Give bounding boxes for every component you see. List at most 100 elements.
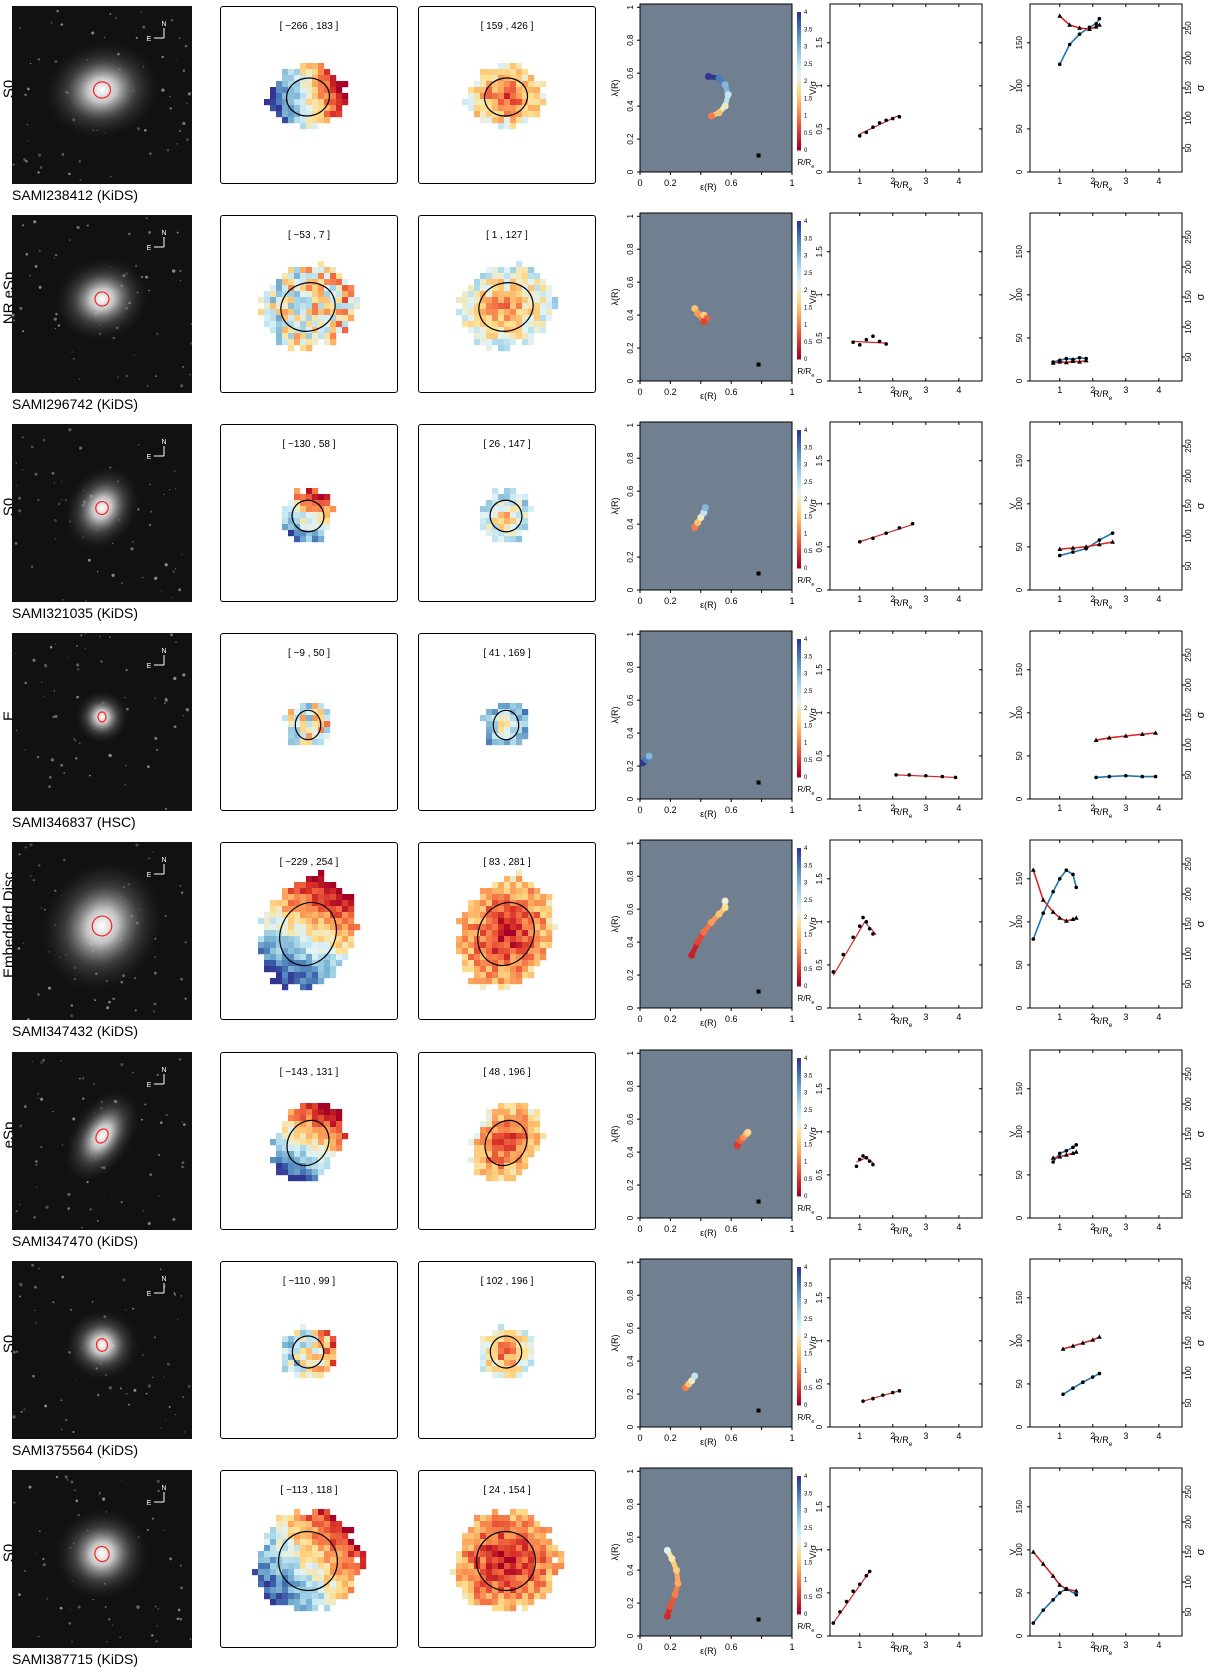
tick-label: 4 xyxy=(1156,1222,1161,1232)
vsigma-axis-label: V/σ xyxy=(808,1126,818,1141)
lambda-point xyxy=(721,897,729,905)
tick-label: 1 xyxy=(804,532,808,538)
tick-label: 0 xyxy=(626,1424,635,1429)
lambda-epsilon-panel: 0 0.2 0.4 0.6 0.8 1 0 0.2 0.6 1 λ(R) ε(R) 0 0.5 1 1.5 2 2… xyxy=(610,3,814,192)
lambda-point xyxy=(645,752,653,760)
vel-map-pixels xyxy=(282,1324,337,1379)
tick-label: 0 xyxy=(637,805,642,815)
tick-label: 4 xyxy=(1156,176,1161,186)
radius-axis-label: R/Re xyxy=(893,1435,913,1448)
tick-label: 250 xyxy=(1184,857,1193,871)
colorbar-label: R/Re xyxy=(798,785,815,797)
tick-label: 0.5 xyxy=(804,967,813,973)
velocity-point xyxy=(1064,1148,1069,1153)
velocity-map: [ −143 , 131 ] xyxy=(220,1051,398,1230)
tick-label: 100 xyxy=(1015,79,1024,93)
tick-label: 50 xyxy=(1184,143,1193,152)
tick-label: 1.5 xyxy=(815,246,824,258)
tick-label: 0.2 xyxy=(626,969,635,981)
tick-label: 1.5 xyxy=(804,305,813,311)
tick-label: 4 xyxy=(1156,1640,1161,1650)
tick-label: 2 xyxy=(890,1640,895,1650)
tick-label: 2 xyxy=(1090,803,1095,813)
velocity-point xyxy=(1097,1371,1102,1375)
galaxy-row: S0 N E SAMI238412 (KiDS)[ −266 , 183 ][ 159… xyxy=(0,0,1214,209)
tick-label: 2 xyxy=(890,1012,895,1022)
sigma-axis-label: σ xyxy=(1195,1339,1207,1346)
dispersion-point xyxy=(1087,26,1092,31)
lambda-axis-label: λ(R) xyxy=(610,1334,620,1351)
tick-label: 2 xyxy=(890,1222,895,1232)
tick-label: 2 xyxy=(890,385,895,395)
tick-label: 0.2 xyxy=(626,342,635,354)
tick-label: 3 xyxy=(923,385,928,395)
radius-axis-label: R/Re xyxy=(893,389,913,402)
vel-map-pixels xyxy=(258,869,361,990)
galaxy-name: SAMI375564 (KiDS) xyxy=(12,1441,139,1458)
dispersion-point xyxy=(1050,909,1056,915)
velocity-point xyxy=(1074,1142,1079,1147)
compass-east: E xyxy=(147,663,152,670)
tick-label: 1.5 xyxy=(815,1291,824,1303)
vsigma-point xyxy=(844,1599,849,1604)
vsigma-axis-label: V/σ xyxy=(808,290,818,305)
vsigma-point xyxy=(851,935,855,940)
epsilon-axis-label: ε(R) xyxy=(700,1228,717,1238)
vsigma-point xyxy=(871,334,875,339)
vsigma-panel: 0 0.5 1 1.5 1 2 3 4 V/σ R/Re xyxy=(808,1258,983,1448)
epsilon-axis-label: ε(R) xyxy=(700,809,717,819)
vsigma-point xyxy=(857,343,862,347)
tick-label: 50 xyxy=(1015,960,1024,969)
velocity-point xyxy=(1064,356,1069,361)
dispersion-map: [ 48 , 196 ] xyxy=(418,1051,596,1230)
dispersion-point xyxy=(1060,1345,1066,1351)
lambda-point xyxy=(694,310,702,318)
lambda-point xyxy=(691,1372,699,1380)
tick-label: 1 xyxy=(626,214,635,219)
vsigma-point xyxy=(861,1398,865,1403)
vsigma-point xyxy=(864,920,869,925)
radius-axis-label: R/Re xyxy=(893,1226,913,1239)
tick-label: 4 xyxy=(956,594,961,604)
dispersion-map: [ 83 , 281 ] xyxy=(418,842,596,1021)
dispersion-map: [ 1 , 127 ] xyxy=(418,215,596,394)
epsilon-axis-label: ε(R) xyxy=(700,600,717,610)
tick-label: 0.6 xyxy=(626,1113,635,1125)
tick-label: 3 xyxy=(923,1640,928,1650)
dispersion-range-label: [ 102 , 196 ] xyxy=(480,1275,534,1287)
tick-label: 2 xyxy=(1090,1431,1095,1441)
tick-label: 3 xyxy=(923,594,928,604)
dispersion-point xyxy=(1057,546,1063,552)
colorbar-label: R/Re xyxy=(798,367,815,379)
tick-label: 0 xyxy=(804,1612,808,1618)
velocity-point xyxy=(1071,1145,1075,1149)
dispersion-point xyxy=(1050,1154,1056,1160)
radius-axis-label: R/Re xyxy=(1093,180,1113,193)
lambda-epsilon-panel: 0 0.2 0.4 0.6 0.8 1 0 0.2 0.6 1 λ(R) ε(R) 0 0.5 1 1.5 2 2… xyxy=(610,1467,814,1656)
tick-label: 4 xyxy=(804,1265,808,1271)
tick-label: 4 xyxy=(956,1012,961,1022)
tick-label: 0 xyxy=(1015,1424,1024,1429)
vsigma-point xyxy=(841,953,846,957)
tick-label: 100 xyxy=(1015,915,1024,929)
velocity-point xyxy=(1097,16,1102,21)
tick-label: 0.6 xyxy=(626,276,635,288)
tick-label: 50 xyxy=(1015,542,1024,551)
tick-label: 1 xyxy=(626,1050,635,1055)
tick-label: 1.5 xyxy=(804,933,813,939)
velocity-dispersion-profile-panel: 0 50 100 150 50 100 150 200 250 1 2 3 4 V σ R/Re xyxy=(1008,212,1207,402)
compass-east: E xyxy=(147,454,152,461)
tick-label: 0.2 xyxy=(626,133,635,145)
vsigma-point xyxy=(871,1396,875,1400)
compass-north: N xyxy=(161,648,166,655)
vel-map-pixels xyxy=(258,260,361,351)
sig-map-pixels xyxy=(450,1509,565,1612)
tick-label: 0 xyxy=(804,984,808,990)
lambda-point xyxy=(663,1546,671,1554)
tick-label: 2 xyxy=(1090,1012,1095,1022)
tick-label: 3 xyxy=(804,254,808,260)
tick-label: 4 xyxy=(1156,594,1161,604)
vsigma-point xyxy=(940,775,945,779)
tick-label: 50 xyxy=(1015,124,1024,133)
